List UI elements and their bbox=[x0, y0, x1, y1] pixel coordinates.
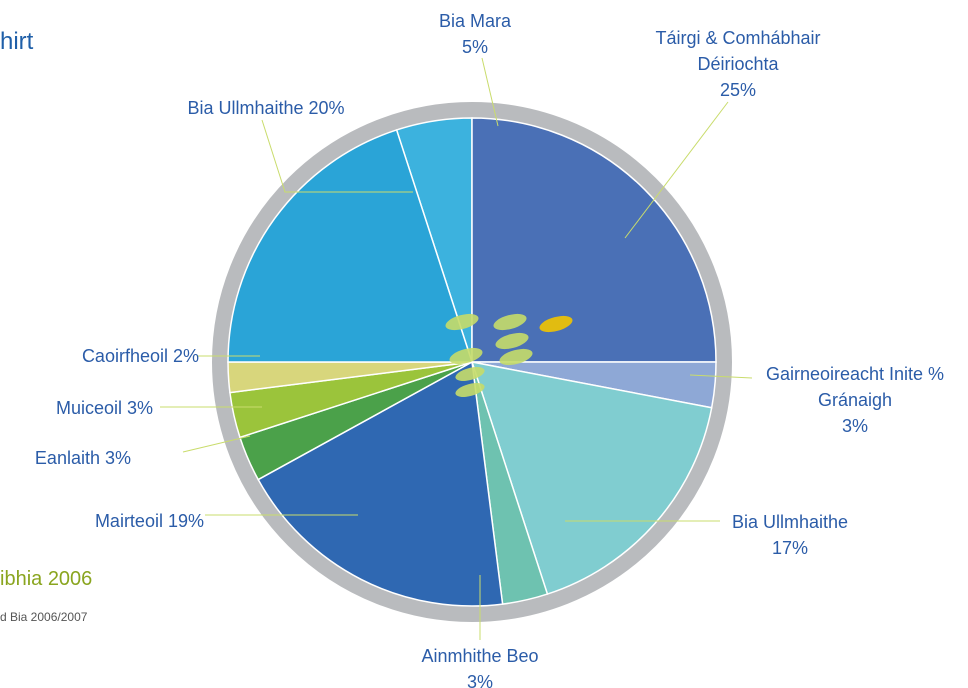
slice-label: Ainmhithe Beo 3% bbox=[380, 643, 580, 688]
category-label: Bia Mara bbox=[439, 11, 511, 31]
slice-label: Táirgi & Comhábhair Déiriochta 25% bbox=[633, 25, 843, 103]
category-label: Bia Ullmhaithe bbox=[732, 512, 848, 532]
category-label: Táirgi & Comhábhair Déiriochta bbox=[655, 28, 820, 74]
category-label: Bia Ullmhaithe bbox=[187, 98, 303, 118]
value-label: 17% bbox=[690, 535, 890, 561]
category-label: Mairteoil bbox=[95, 511, 163, 531]
value-label: 3% bbox=[127, 398, 153, 418]
slice-label: Bia Ullmhaithe 17% bbox=[690, 509, 890, 561]
slice-label: Bia Ullmhaithe 20% bbox=[150, 95, 382, 121]
category-label: Ainmhithe Beo bbox=[421, 646, 538, 666]
subtitle-fragment: ibhia 2006 bbox=[0, 568, 92, 591]
value-label: 5% bbox=[375, 34, 575, 60]
value-label: 3% bbox=[105, 448, 131, 468]
value-label: 25% bbox=[633, 77, 843, 103]
value-label: 3% bbox=[750, 413, 960, 439]
value-label: 20% bbox=[309, 98, 345, 118]
category-label: Caoirfheoil bbox=[82, 346, 168, 366]
category-label: Muiceoil bbox=[56, 398, 122, 418]
title-fragment: hirt bbox=[0, 28, 33, 56]
category-label: Eanlaith bbox=[35, 448, 100, 468]
value-label: 2% bbox=[173, 346, 199, 366]
category-label: Gairneoireacht Inite % Gránaigh bbox=[766, 364, 944, 410]
slice-label: Gairneoireacht Inite % Gránaigh 3% bbox=[750, 361, 960, 439]
source-fragment: d Bia 2006/2007 bbox=[0, 610, 87, 624]
value-label: 3% bbox=[380, 669, 580, 688]
page: hirt ibhia 2006 d Bia 2006/2007 Bia Mara… bbox=[0, 0, 968, 688]
slice-label: Bia Mara 5% bbox=[375, 8, 575, 60]
value-label: 19% bbox=[168, 511, 204, 531]
